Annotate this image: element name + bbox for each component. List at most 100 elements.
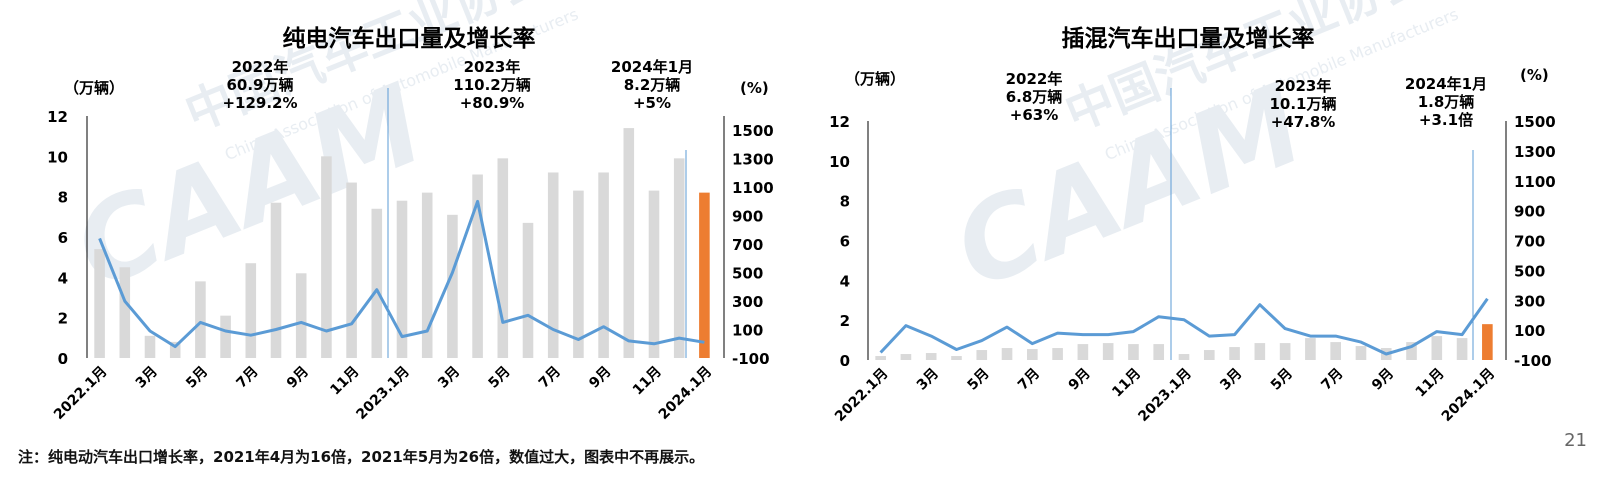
x-tick-label: 5月 <box>964 366 992 394</box>
x-tick-label: 7月 <box>1318 366 1346 394</box>
annotation-text: +47.8% <box>1271 113 1336 131</box>
x-tick-label: 3月 <box>1217 366 1245 394</box>
x-tick-label: 2023.1月 <box>1135 366 1194 425</box>
x-tick-label: 3月 <box>914 366 942 394</box>
x-tick-label: 2024.1月 <box>1439 366 1498 425</box>
right-tick-label: -100 <box>1514 352 1552 370</box>
right-tick-label: 1500 <box>1514 113 1556 131</box>
bar <box>1330 342 1341 360</box>
chart-title: 插混汽车出口量及增长率 <box>1062 25 1315 52</box>
bar <box>547 172 559 358</box>
x-tick-label: 3月 <box>133 364 161 392</box>
bar <box>1229 347 1240 360</box>
annotation-text: 10.1万辆 <box>1269 95 1336 113</box>
annotation-text: +63% <box>1010 106 1058 124</box>
growth-rate-line <box>879 297 1489 356</box>
left-axis-unit: （万辆） <box>845 70 905 88</box>
bar-highlight <box>699 192 710 358</box>
bar <box>573 190 584 358</box>
right-tick-label: 300 <box>1514 292 1545 310</box>
x-tick-label: 9月 <box>1369 366 1397 394</box>
bar <box>900 354 912 360</box>
x-tick-label: 5月 <box>183 364 211 392</box>
bar <box>119 267 131 358</box>
annotation-text: 1.8万辆 <box>1418 93 1475 111</box>
bar <box>447 214 458 358</box>
bar <box>673 158 685 358</box>
x-tick-label: 9月 <box>586 364 614 392</box>
bar <box>1027 349 1038 360</box>
bar <box>1052 348 1063 360</box>
bar <box>1431 336 1443 360</box>
annotation-text: 2024年1月 <box>1405 75 1487 93</box>
annotation-text: 6.8万辆 <box>1006 88 1063 106</box>
left-tick-label: 0 <box>840 352 850 370</box>
bar <box>396 200 408 358</box>
right-tick-label: -100 <box>732 350 770 368</box>
right-tick-label: 100 <box>1514 322 1545 340</box>
chart-title: 纯电汽车出口量及增长率 <box>283 25 536 52</box>
bar <box>1203 350 1215 360</box>
left-tick-label: 8 <box>58 189 68 207</box>
growth-rate-line <box>98 199 705 349</box>
annotation-text: 110.2万辆 <box>453 76 530 94</box>
right-tick-label: 100 <box>732 322 763 340</box>
x-tick-label: 7月 <box>536 364 564 392</box>
x-tick-label: 11月 <box>1413 366 1448 401</box>
right-axis-unit: (%) <box>1520 66 1549 84</box>
bar <box>1254 343 1266 360</box>
bar <box>1077 344 1089 360</box>
left-tick-label: 10 <box>829 153 850 171</box>
left-tick-label: 8 <box>840 193 850 211</box>
x-tick-label: 2022.1月 <box>51 364 110 423</box>
annotation-text: +5% <box>633 94 671 112</box>
left-axis-unit: （万辆） <box>64 79 124 97</box>
bar <box>94 249 105 358</box>
bar <box>1178 354 1190 360</box>
x-tick-label: 7月 <box>234 364 262 392</box>
right-tick-label: 500 <box>732 265 763 283</box>
bar <box>472 174 483 358</box>
bar <box>875 356 886 360</box>
bar <box>295 273 307 358</box>
right-tick-label: 700 <box>732 236 763 254</box>
bar <box>1279 343 1291 360</box>
bar <box>270 202 282 358</box>
left-tick-label: 12 <box>829 113 850 131</box>
right-tick-label: 500 <box>1514 262 1545 280</box>
right-tick-label: 1100 <box>732 179 774 197</box>
x-tick-label: 9月 <box>1066 366 1094 394</box>
annotation-text: +3.1倍 <box>1419 111 1473 129</box>
left-tick-label: 6 <box>58 229 68 247</box>
left-tick-label: 10 <box>47 148 68 166</box>
bar <box>220 315 231 358</box>
bar <box>623 128 635 358</box>
right-axis-unit: (%) <box>740 79 769 97</box>
bar <box>1406 342 1417 360</box>
bar <box>1153 344 1165 360</box>
bar <box>925 353 937 360</box>
x-tick-label: 3月 <box>435 364 463 392</box>
bar <box>169 341 181 358</box>
right-tick-label: 300 <box>732 293 763 311</box>
bar <box>976 350 988 360</box>
bar <box>648 190 660 358</box>
bar <box>1128 344 1139 360</box>
left-tick-label: 12 <box>47 108 68 126</box>
page-number: 21 <box>1564 430 1587 451</box>
bar <box>371 208 383 358</box>
x-tick-label: 9月 <box>284 364 312 392</box>
annotation-text: +129.2% <box>222 94 297 112</box>
x-tick-label: 11月 <box>630 364 665 399</box>
bar <box>321 156 332 358</box>
bar <box>195 281 206 358</box>
annotation-text: 2023年 <box>1275 77 1332 95</box>
footnote: 注：纯电动汽车出口增长率，2021年4月为16倍，2021年5月为26倍，数值过… <box>18 448 705 466</box>
x-tick-label: 5月 <box>1268 366 1296 394</box>
x-tick-label: 2022.1月 <box>832 366 891 425</box>
annotation-text: 60.9万辆 <box>226 76 293 94</box>
right-tick-label: 1300 <box>732 151 774 169</box>
x-tick-label: 11月 <box>327 364 362 399</box>
